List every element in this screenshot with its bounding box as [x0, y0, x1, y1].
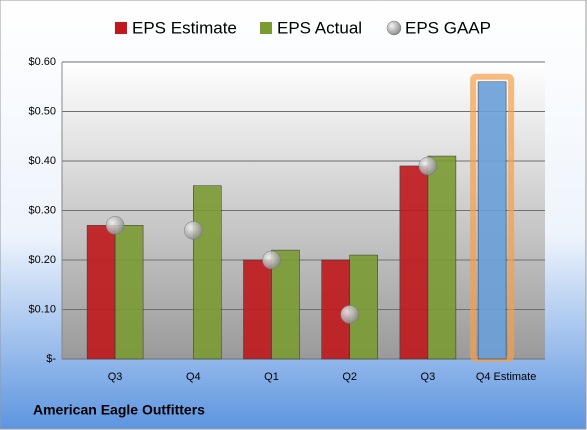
legend-marker: [115, 22, 127, 34]
legend-marker: [386, 20, 402, 36]
y-tick-label: $0.30: [28, 204, 56, 216]
y-tick-label: $-: [46, 353, 56, 365]
y-tick-label: $0.50: [28, 105, 56, 117]
x-tick-label: Q4 Estimate: [476, 371, 537, 383]
bar: [114, 225, 144, 360]
bar: [427, 155, 457, 360]
legend-text: EPS GAAP: [405, 18, 491, 37]
bar: [271, 249, 300, 360]
gaap-marker: [105, 216, 125, 235]
y-tick-label: $0.60: [28, 56, 56, 68]
y-tick-label: $0.40: [28, 155, 56, 167]
x-tick-label: Q3: [421, 371, 436, 383]
gaap-marker: [184, 221, 203, 240]
x-tick-label: Q4: [186, 371, 201, 383]
x-tick-label: Q3: [108, 371, 123, 383]
x-tick-label: Q1: [264, 371, 279, 383]
chart-title: American Eagle Outfitters: [33, 402, 205, 418]
legend-text: EPS Actual: [277, 18, 362, 37]
bar: [399, 165, 429, 360]
legend-marker: [260, 22, 272, 34]
y-tick-label: $0.20: [28, 254, 56, 266]
gaap-marker: [418, 156, 438, 176]
bar: [86, 225, 116, 360]
x-tick-label: Q2: [342, 371, 357, 383]
gaap-marker: [340, 305, 359, 324]
gaap-marker: [262, 250, 281, 270]
bar: [193, 185, 222, 360]
bar: [243, 259, 272, 360]
y-tick-label: $0.10: [28, 303, 56, 315]
bar: [477, 81, 507, 360]
legend-text: EPS Estimate: [132, 18, 237, 37]
